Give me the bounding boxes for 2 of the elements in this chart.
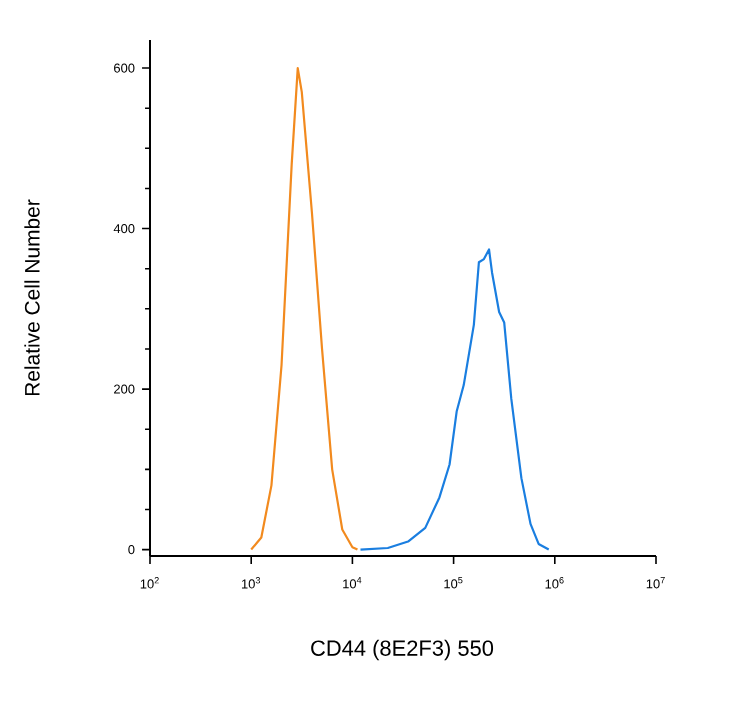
x-axis-title: CD44 (8E2F3) 550 bbox=[311, 639, 494, 661]
y-axis-title: Relative Cell Number bbox=[24, 199, 40, 396]
